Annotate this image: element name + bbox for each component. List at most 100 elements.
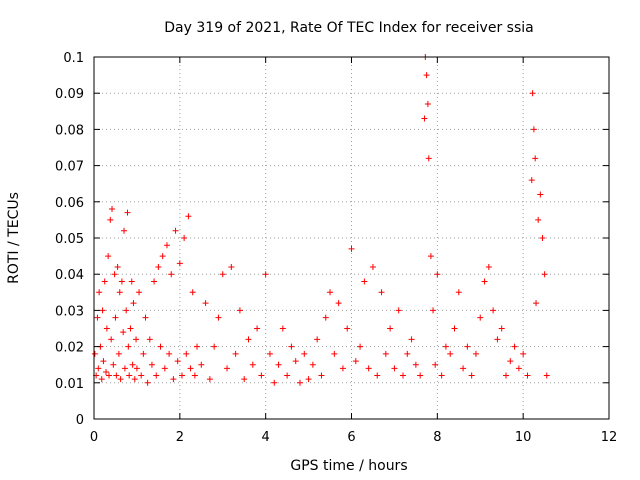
- data-point: [374, 372, 381, 379]
- data-point: [539, 235, 546, 241]
- data-point: [245, 336, 252, 343]
- data-point: [314, 336, 321, 343]
- data-point: [511, 343, 518, 350]
- chart-title: Day 319 of 2021, Rate Of TEC Index for r…: [164, 20, 533, 36]
- data-point: [198, 361, 205, 368]
- data-point: [485, 263, 492, 270]
- data-point: [115, 350, 122, 357]
- data-point: [121, 365, 128, 372]
- data-point: [206, 376, 213, 383]
- y-axis-ticks: 0 0.01 0.02 0.03 0.04 0.05 0.06 0.07 0.08 0.09 0.1: [55, 51, 609, 428]
- data-point: [148, 361, 155, 368]
- y-axis-label: ROTI / TECUs: [6, 192, 22, 284]
- data-point: [533, 300, 540, 307]
- data-point: [189, 289, 196, 296]
- data-point: [464, 343, 471, 350]
- data-point: [101, 278, 108, 285]
- data-point: [352, 358, 359, 365]
- data-point: [100, 358, 107, 365]
- data-point: [126, 372, 133, 379]
- data-point: [112, 314, 119, 321]
- data-point: [520, 350, 527, 357]
- data-point: [129, 361, 136, 368]
- data-point: [530, 126, 537, 133]
- data-point: [266, 350, 273, 357]
- data-point: [460, 365, 467, 372]
- data-point: [166, 350, 173, 357]
- data-point: [284, 372, 291, 379]
- data-point: [211, 343, 218, 350]
- data-point: [387, 325, 394, 332]
- data-point: [140, 350, 147, 357]
- data-point: [124, 209, 131, 216]
- data-point: [109, 206, 116, 213]
- data-point: [91, 350, 98, 357]
- data-point: [442, 343, 449, 350]
- x-tick-label: 0: [90, 430, 98, 445]
- data-point: [541, 271, 548, 278]
- data-point: [121, 227, 128, 234]
- data-point: [451, 325, 458, 332]
- y-tick-label: 0.08: [55, 123, 84, 138]
- data-point: [344, 325, 351, 332]
- data-point: [128, 278, 135, 285]
- data-point: [123, 307, 130, 314]
- data-point: [348, 245, 355, 252]
- data-point: [194, 343, 200, 350]
- data-point: [138, 372, 145, 379]
- data-point: [110, 361, 117, 368]
- data-point: [279, 325, 286, 332]
- data-point: [369, 263, 376, 270]
- data-point: [417, 372, 424, 379]
- x-tick-label: 4: [262, 430, 270, 445]
- data-point: [322, 314, 329, 321]
- data-point: [468, 372, 475, 379]
- data-point: [288, 343, 295, 350]
- data-point: [136, 289, 143, 296]
- data-point: [224, 365, 231, 372]
- data-point: [494, 336, 501, 343]
- data-point: [111, 271, 118, 278]
- data-point: [262, 271, 269, 278]
- data-point: [331, 350, 338, 357]
- data-point: [117, 376, 124, 383]
- y-tick-label: 0.06: [55, 196, 84, 211]
- y-tick-label: 0.02: [55, 341, 84, 356]
- data-point: [183, 350, 190, 357]
- data-point: [151, 278, 158, 285]
- data-point: [535, 216, 542, 223]
- data-point: [144, 379, 151, 386]
- data-point: [297, 379, 303, 386]
- data-point: [178, 372, 185, 379]
- data-point: [95, 365, 102, 372]
- data-point: [159, 253, 166, 260]
- x-tick-label: 6: [347, 430, 355, 445]
- data-point: [507, 358, 514, 365]
- data-point: [176, 260, 183, 267]
- data-point: [161, 365, 168, 372]
- data-point: [103, 325, 110, 332]
- data-point: [254, 325, 261, 332]
- data-point: [490, 307, 497, 314]
- data-point: [99, 307, 106, 314]
- data-point: [241, 376, 248, 383]
- data-point: [432, 361, 439, 368]
- data-point: [106, 372, 113, 379]
- data-point: [309, 361, 316, 368]
- y-tick-label: 0.03: [55, 304, 84, 319]
- data-point: [524, 372, 531, 379]
- data-point: [258, 372, 265, 379]
- data-point: [157, 343, 164, 350]
- x-tick-label: 2: [176, 430, 184, 445]
- y-tick-label: 0.1: [63, 51, 84, 66]
- data-point: [318, 372, 325, 379]
- grid-lines: [94, 57, 609, 419]
- data-point: [529, 90, 536, 97]
- data-point: [116, 289, 123, 296]
- data-point: [228, 263, 235, 270]
- data-point: [215, 314, 222, 321]
- data-point: [382, 350, 389, 357]
- data-point: [133, 365, 140, 372]
- y-tick-label: 0.05: [55, 232, 84, 247]
- data-point: [378, 289, 385, 296]
